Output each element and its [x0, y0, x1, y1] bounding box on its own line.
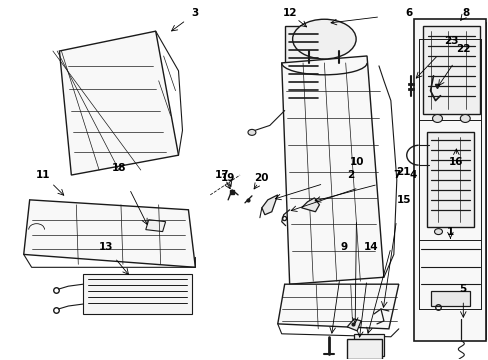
Text: 17: 17 [214, 170, 229, 180]
Text: 6: 6 [404, 8, 411, 18]
Polygon shape [60, 31, 178, 175]
Ellipse shape [247, 129, 255, 135]
Ellipse shape [292, 19, 355, 59]
Text: 23: 23 [443, 36, 458, 46]
Text: 8: 8 [462, 8, 469, 18]
Polygon shape [422, 26, 479, 113]
Polygon shape [436, 23, 486, 339]
Polygon shape [346, 319, 360, 331]
Text: 11: 11 [36, 170, 51, 180]
Text: 16: 16 [448, 157, 463, 167]
Text: 21: 21 [396, 167, 410, 177]
Polygon shape [301, 198, 319, 212]
Text: 7: 7 [392, 170, 400, 180]
Ellipse shape [434, 229, 442, 235]
Polygon shape [413, 19, 485, 341]
Polygon shape [281, 56, 383, 284]
Text: 18: 18 [111, 163, 126, 173]
Text: 14: 14 [363, 243, 378, 252]
Text: 20: 20 [254, 173, 268, 183]
Text: 12: 12 [282, 8, 296, 18]
Text: 4: 4 [409, 170, 417, 180]
Text: 2: 2 [347, 170, 354, 180]
Text: 10: 10 [349, 157, 364, 167]
Text: 22: 22 [455, 44, 469, 54]
Ellipse shape [432, 114, 442, 122]
Polygon shape [429, 291, 469, 306]
Text: 9: 9 [340, 243, 347, 252]
Polygon shape [145, 220, 165, 231]
Polygon shape [277, 284, 398, 329]
Polygon shape [346, 339, 381, 359]
Text: 15: 15 [396, 195, 410, 205]
Polygon shape [353, 334, 383, 356]
Polygon shape [284, 26, 322, 111]
Text: 1: 1 [446, 226, 453, 237]
Text: 19: 19 [221, 173, 235, 183]
Text: 13: 13 [99, 243, 113, 252]
Polygon shape [24, 200, 195, 267]
Polygon shape [262, 195, 277, 215]
Text: 5: 5 [459, 284, 466, 294]
Polygon shape [83, 274, 192, 314]
Text: 3: 3 [191, 8, 199, 18]
Polygon shape [426, 132, 473, 227]
Ellipse shape [459, 114, 469, 122]
